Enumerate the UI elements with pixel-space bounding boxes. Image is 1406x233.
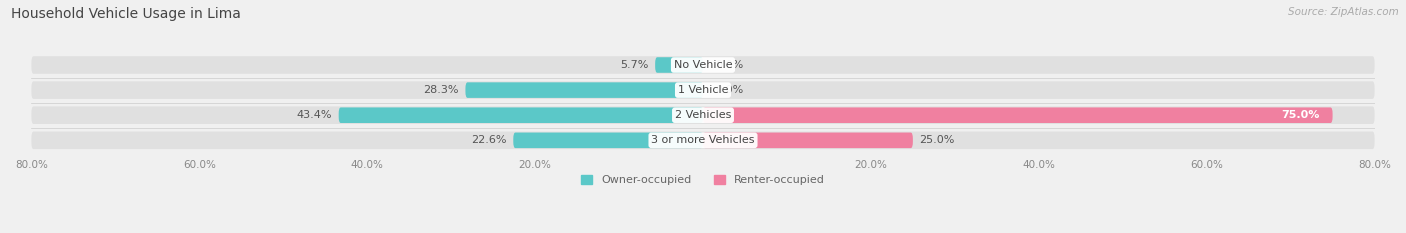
FancyBboxPatch shape [31,81,1375,99]
Text: Source: ZipAtlas.com: Source: ZipAtlas.com [1288,7,1399,17]
FancyBboxPatch shape [31,56,1375,74]
FancyBboxPatch shape [339,107,703,123]
FancyBboxPatch shape [465,82,703,98]
Text: 2 Vehicles: 2 Vehicles [675,110,731,120]
FancyBboxPatch shape [655,57,703,73]
FancyBboxPatch shape [31,132,1375,149]
Text: 5.7%: 5.7% [620,60,648,70]
FancyBboxPatch shape [31,106,1375,124]
Text: No Vehicle: No Vehicle [673,60,733,70]
Text: 22.6%: 22.6% [471,135,506,145]
Text: 75.0%: 75.0% [1282,110,1320,120]
Text: 0.0%: 0.0% [716,85,744,95]
Legend: Owner-occupied, Renter-occupied: Owner-occupied, Renter-occupied [576,171,830,190]
Text: 43.4%: 43.4% [297,110,332,120]
FancyBboxPatch shape [703,107,1333,123]
Text: 0.0%: 0.0% [716,60,744,70]
FancyBboxPatch shape [513,133,703,148]
Text: 1 Vehicle: 1 Vehicle [678,85,728,95]
Text: Household Vehicle Usage in Lima: Household Vehicle Usage in Lima [11,7,240,21]
Text: 25.0%: 25.0% [920,135,955,145]
Text: 3 or more Vehicles: 3 or more Vehicles [651,135,755,145]
FancyBboxPatch shape [703,133,912,148]
Text: 28.3%: 28.3% [423,85,458,95]
